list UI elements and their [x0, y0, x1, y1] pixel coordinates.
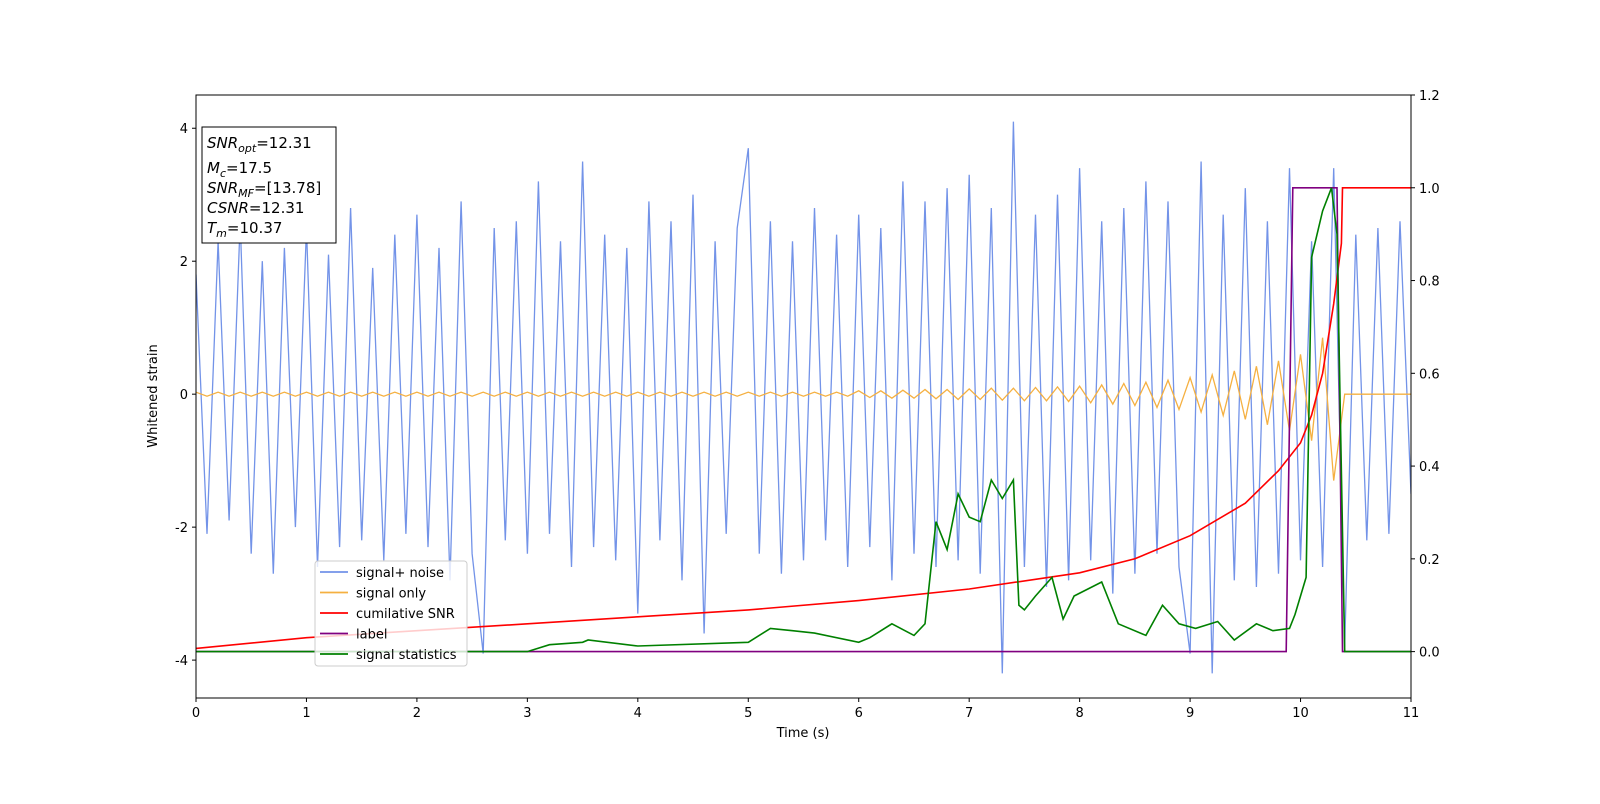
- x-tick-label: 5: [744, 706, 752, 721]
- annotation-subscript: MF: [238, 187, 254, 200]
- plot-area: [196, 121, 1411, 674]
- x-tick-label: 4: [634, 706, 642, 721]
- series-line: [196, 187, 1411, 650]
- annotation-text: =17.5: [226, 159, 272, 177]
- y2-tick-label: 1.0: [1419, 182, 1440, 197]
- legend-label: signal+ noise: [356, 566, 444, 581]
- y2-tick-label: 1.2: [1419, 89, 1440, 104]
- y-tick-label: 0: [180, 388, 188, 403]
- annotation-text: =12.31: [249, 199, 305, 217]
- x-tick-label: 8: [1075, 706, 1083, 721]
- annotation-line: CSNR=12.31: [207, 199, 304, 217]
- y-tick-label: 4: [180, 122, 188, 137]
- legend-label: label: [356, 628, 387, 643]
- annotation-line: Mc=17.5: [207, 159, 272, 180]
- legend-frame: [314, 560, 468, 667]
- x-tick-label: 11: [1403, 706, 1420, 721]
- annotation-subscript: opt: [238, 142, 257, 155]
- y2-tick-label: 0.6: [1419, 367, 1440, 382]
- legend-label: signal only: [356, 587, 426, 602]
- annotation-line: Tm=10.37: [207, 219, 282, 240]
- annotation-text: =12.31: [256, 134, 312, 152]
- series-line: [196, 187, 1411, 653]
- series-line: [196, 121, 1411, 674]
- y-tick-label: 2: [180, 255, 188, 270]
- plot-frame: [195, 94, 1412, 699]
- annotation-box: [201, 126, 337, 244]
- y-tick-label: -4: [175, 654, 188, 669]
- annotation-symbol: T: [207, 219, 218, 237]
- x-tick-label: 0: [192, 706, 200, 721]
- x-tick-label: 7: [965, 706, 973, 721]
- y2-tick-label: 0.2: [1419, 553, 1440, 568]
- x-axis-label: Time (s): [776, 726, 830, 741]
- x-tick-label: 10: [1292, 706, 1309, 721]
- x-tick-label: 3: [523, 706, 531, 721]
- y2-tick-label: 0.4: [1419, 460, 1440, 475]
- y2-tick-label: 0.0: [1419, 646, 1440, 661]
- annotation-subscript: m: [216, 227, 227, 240]
- annotation-symbol: SNR: [207, 179, 238, 197]
- annotation-symbol: SNR: [207, 134, 238, 152]
- annotation-text: =[13.78]: [254, 179, 321, 197]
- y2-tick-label: 0.8: [1419, 275, 1440, 290]
- x-tick-label: 9: [1186, 706, 1194, 721]
- y-tick-label: -2: [175, 521, 188, 536]
- y-axis-label: Whitened strain: [146, 344, 161, 447]
- legend-label: signal statistics: [356, 648, 457, 663]
- x-tick-label: 1: [302, 706, 310, 721]
- annotation-line: SNRMF=[13.78]: [207, 179, 321, 200]
- legend-label: cumilative SNR: [356, 607, 455, 622]
- annotation-symbol: CSNR: [207, 199, 249, 217]
- x-tick-label: 6: [855, 706, 863, 721]
- annotation-subscript: c: [220, 167, 226, 180]
- annotation-text: =10.37: [227, 219, 283, 237]
- series-line: [196, 337, 1411, 481]
- x-tick-label: 2: [413, 706, 421, 721]
- annotation-line: SNRopt=12.31: [207, 134, 312, 155]
- annotation-symbol: M: [207, 159, 220, 177]
